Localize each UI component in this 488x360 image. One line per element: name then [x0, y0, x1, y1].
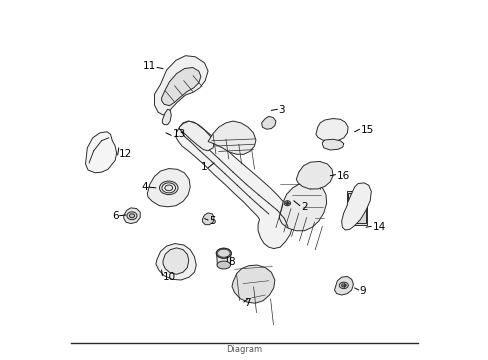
- Text: Diagram: Diagram: [226, 345, 262, 354]
- Ellipse shape: [341, 284, 345, 287]
- Polygon shape: [207, 121, 255, 154]
- Polygon shape: [279, 182, 326, 231]
- Polygon shape: [163, 248, 188, 274]
- Text: 6: 6: [112, 211, 119, 221]
- Ellipse shape: [127, 212, 137, 220]
- Ellipse shape: [284, 201, 290, 206]
- PathPatch shape: [85, 132, 116, 173]
- Bar: [347, 208, 365, 223]
- Text: 16: 16: [336, 171, 349, 181]
- Text: 11: 11: [142, 62, 156, 71]
- Text: 3: 3: [278, 105, 285, 115]
- Ellipse shape: [216, 248, 231, 258]
- Bar: [347, 193, 365, 207]
- Text: 9: 9: [359, 287, 366, 296]
- Polygon shape: [261, 116, 275, 129]
- Polygon shape: [162, 109, 171, 125]
- Polygon shape: [154, 56, 207, 115]
- Ellipse shape: [129, 214, 134, 218]
- Ellipse shape: [285, 202, 288, 204]
- Text: 14: 14: [372, 222, 385, 232]
- Polygon shape: [322, 139, 343, 150]
- Text: 13: 13: [172, 129, 185, 139]
- Polygon shape: [341, 183, 370, 230]
- Polygon shape: [179, 121, 214, 151]
- Text: 12: 12: [119, 149, 132, 159]
- Polygon shape: [231, 265, 274, 303]
- Ellipse shape: [339, 282, 347, 289]
- Ellipse shape: [162, 183, 175, 193]
- Text: 10: 10: [163, 272, 176, 282]
- Polygon shape: [216, 253, 230, 265]
- Polygon shape: [315, 118, 347, 141]
- Polygon shape: [147, 168, 190, 207]
- Polygon shape: [156, 244, 196, 280]
- Text: 2: 2: [300, 202, 307, 212]
- Polygon shape: [296, 161, 332, 189]
- Polygon shape: [162, 67, 201, 106]
- Ellipse shape: [217, 261, 230, 269]
- Polygon shape: [176, 121, 292, 249]
- Text: 7: 7: [244, 298, 251, 308]
- Ellipse shape: [159, 181, 178, 195]
- Text: 8: 8: [228, 257, 235, 267]
- Bar: [346, 191, 366, 225]
- Polygon shape: [123, 208, 140, 224]
- Ellipse shape: [164, 185, 172, 191]
- Text: 4: 4: [141, 182, 148, 192]
- Polygon shape: [334, 276, 353, 295]
- Text: 15: 15: [360, 125, 373, 135]
- Polygon shape: [202, 213, 214, 225]
- Text: 5: 5: [208, 216, 215, 226]
- Text: 1: 1: [200, 162, 206, 172]
